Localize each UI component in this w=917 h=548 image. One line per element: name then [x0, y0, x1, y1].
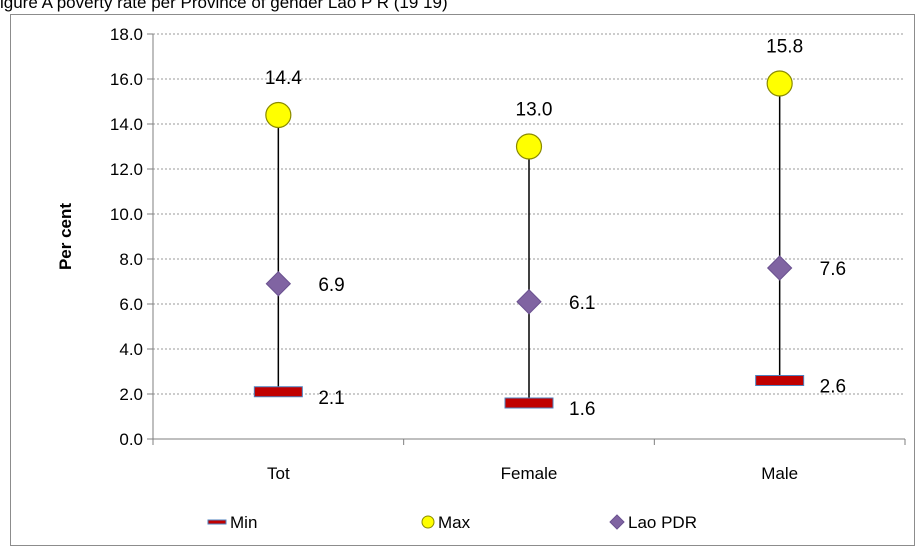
- lao-pdr-data-label: 7.6: [820, 259, 846, 280]
- max-marker: [265, 101, 292, 129]
- y-tick-label: 8.0: [119, 250, 143, 269]
- y-tick-label: 4.0: [119, 340, 143, 359]
- min-marker: [755, 375, 805, 386]
- legend-lao-pdr-label: Lao PDR: [628, 513, 697, 532]
- y-tick-label: 12.0: [110, 160, 143, 179]
- min-marker: [253, 386, 303, 398]
- chart-title: igure A poverty rate per Province of gen…: [0, 0, 448, 12]
- lao-pdr-marker: [516, 289, 542, 315]
- lao-pdr-data-label: 6.1: [569, 293, 595, 314]
- min-data-label: 2.6: [820, 377, 846, 398]
- legend-min-swatch: [207, 519, 227, 525]
- y-tick-label: 10.0: [110, 205, 143, 224]
- lao-pdr-marker: [766, 255, 793, 281]
- x-tick-label: Female: [501, 464, 558, 483]
- max-marker: [766, 70, 793, 97]
- legend-min-label: Min: [230, 513, 257, 532]
- chart-frame: [10, 14, 915, 546]
- x-tick-label: Male: [761, 464, 798, 483]
- y-tick-label: 14.0: [110, 115, 143, 134]
- max-marker: [515, 133, 543, 160]
- min-data-label: 2.1: [318, 388, 344, 409]
- y-axis-label: Per cent: [56, 203, 75, 270]
- lao-pdr-data-label: 6.9: [318, 275, 344, 296]
- y-tick-label: 6.0: [119, 295, 143, 314]
- y-tick-label: 16.0: [110, 70, 143, 89]
- lao-pdr-marker: [265, 271, 292, 297]
- min-marker: [504, 397, 554, 409]
- legend-lao-pdr-swatch: [609, 514, 625, 530]
- max-data-label: 15.8: [766, 37, 803, 58]
- legend-max-label: Max: [438, 513, 471, 532]
- max-data-label: 14.4: [265, 68, 302, 89]
- y-tick-label: 2.0: [119, 385, 143, 404]
- min-data-label: 1.6: [569, 399, 595, 420]
- y-tick-label: 18.0: [110, 25, 143, 44]
- max-data-label: 13.0: [516, 100, 553, 121]
- x-tick-label: Tot: [267, 464, 290, 483]
- y-tick-label: 0.0: [119, 430, 143, 449]
- legend-max-swatch: [421, 515, 435, 529]
